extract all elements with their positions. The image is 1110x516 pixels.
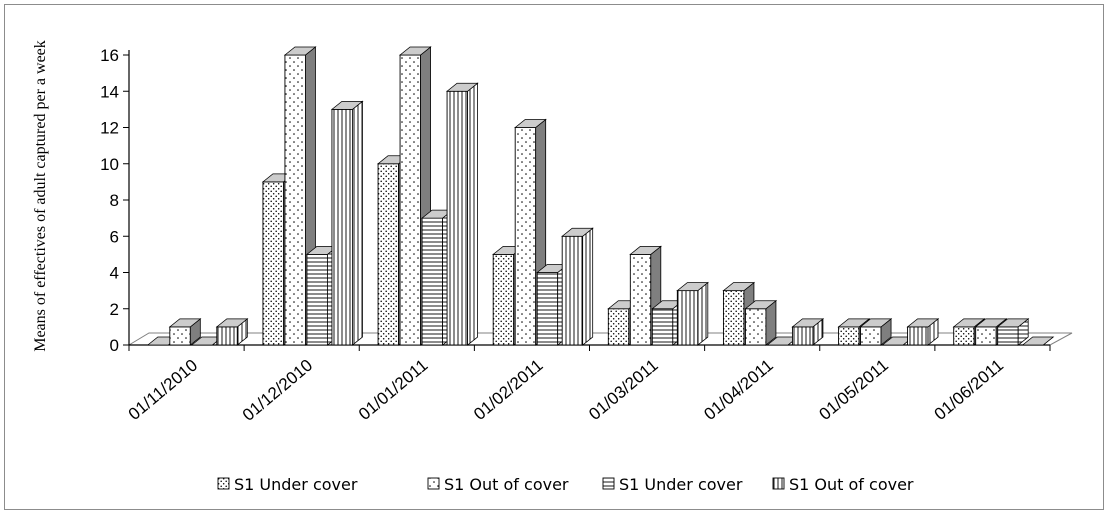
- bar-front: [975, 326, 997, 346]
- bar-front: [607, 308, 630, 346]
- bar-top: [837, 318, 871, 328]
- y-tick-label: 0: [110, 336, 119, 355]
- bar-front: [216, 326, 238, 346]
- bar-side: [697, 281, 709, 346]
- bar: [330, 100, 364, 346]
- bar-front: [561, 235, 584, 346]
- bar: [791, 318, 825, 346]
- legend-item: S1 Under cover: [602, 475, 743, 494]
- bar-top: [561, 227, 594, 237]
- bar-front: [169, 326, 191, 346]
- bar: [1021, 336, 1055, 346]
- bar-front: [838, 326, 860, 346]
- legend-item: S1 Under cover: [217, 475, 358, 494]
- bar: [561, 227, 594, 346]
- x-tick-label: 01/01/2011: [355, 356, 431, 424]
- y-tick-label: 10: [100, 155, 119, 174]
- y-tick-label: 16: [100, 46, 119, 65]
- x-tick-label: 01/03/2011: [585, 356, 661, 424]
- bar-front: [953, 326, 975, 346]
- bar-front: [997, 326, 1019, 346]
- legend-label: S1 Under cover: [619, 475, 743, 494]
- bar-top: [330, 100, 364, 110]
- bar-top: [996, 318, 1030, 328]
- legend: S1 Under cover S1 Out of cover S1 Under co…: [217, 475, 914, 494]
- x-tick-label: 01/02/2011: [470, 356, 546, 424]
- bar-top: [283, 46, 317, 56]
- bar-front: [514, 127, 537, 346]
- bar-top: [398, 46, 432, 56]
- bars: [146, 46, 1055, 346]
- bar-top: [168, 318, 202, 328]
- bar: [215, 318, 249, 346]
- bar-front: [651, 308, 674, 346]
- x-tick-label: 01/05/2011: [815, 356, 891, 424]
- bar: [859, 318, 893, 346]
- y-tick-label: 14: [100, 82, 119, 101]
- bar-front: [262, 181, 284, 346]
- bar: [881, 336, 915, 346]
- bar-front: [306, 253, 328, 346]
- y-tick-label: 8: [110, 191, 119, 210]
- bar-front: [676, 290, 699, 346]
- x-tick-label: 01/04/2011: [700, 356, 776, 424]
- legend-swatch: [217, 477, 230, 490]
- bar-front: [744, 308, 767, 346]
- legend-swatch: [602, 477, 615, 490]
- x-tick-label: 01/06/2011: [931, 356, 1007, 424]
- chart-frame: [4, 4, 1104, 510]
- bar-top: [1021, 336, 1055, 346]
- bar-top: [906, 318, 940, 328]
- bar-top: [952, 318, 986, 328]
- bar-front: [860, 326, 882, 346]
- bar-top: [859, 318, 893, 328]
- bar-side: [582, 227, 594, 346]
- bar: [906, 318, 940, 346]
- bar-front: [722, 290, 745, 346]
- legend-item: S1 Out of cover: [427, 475, 569, 494]
- y-tick-label: 4: [110, 264, 119, 283]
- bar: [445, 82, 479, 346]
- legend-label: S1 Under cover: [234, 475, 358, 494]
- bar: [996, 318, 1030, 346]
- bar-front: [399, 54, 422, 346]
- bar-top: [722, 282, 756, 292]
- bar-front: [377, 163, 400, 346]
- bar-top: [514, 119, 547, 128]
- legend-item: S1 Out of cover: [772, 475, 914, 494]
- bar-front: [492, 253, 515, 346]
- bar: [744, 299, 778, 346]
- bar-front: [446, 90, 469, 346]
- bar-top: [215, 318, 249, 328]
- bar-top: [744, 300, 778, 310]
- y-tick-label: 6: [110, 227, 119, 246]
- bar-front: [791, 326, 814, 346]
- x-axis: 01/11/2010 01/12/2010 01/01/2011 01/02/2011…: [125, 345, 1051, 425]
- bar-front: [284, 54, 306, 346]
- bar: [168, 318, 202, 346]
- bar-front: [331, 108, 353, 346]
- bar-side: [467, 82, 478, 346]
- bar-top: [445, 82, 479, 92]
- y-tick-label: 2: [110, 300, 119, 319]
- y-tick-label: 12: [100, 119, 119, 138]
- bar-front: [536, 272, 559, 346]
- x-tick-label: 01/11/2010: [125, 356, 201, 424]
- bar-side: [352, 100, 363, 346]
- bar-top: [676, 282, 709, 292]
- legend-label: S1 Out of cover: [789, 475, 914, 494]
- x-tick-label: 01/12/2010: [239, 356, 316, 425]
- bar-front: [421, 217, 444, 346]
- bar-top: [791, 318, 825, 328]
- y-axis-label: Means of effectives of adult captured pe…: [32, 40, 49, 352]
- legend-label: S1 Out of cover: [444, 475, 569, 494]
- bar-top: [629, 245, 662, 255]
- legend-swatch: [427, 477, 440, 490]
- legend-swatch: [772, 477, 785, 490]
- bar-front: [629, 253, 652, 346]
- bar-front: [907, 326, 929, 346]
- bar: [676, 281, 709, 346]
- bar-top: [974, 318, 1008, 328]
